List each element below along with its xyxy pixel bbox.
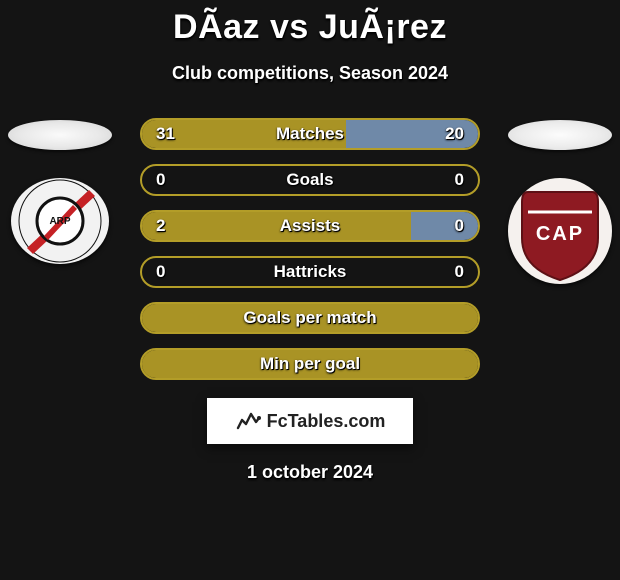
stat-row: 31 Matches 20 <box>140 118 480 150</box>
stat-label: Goals <box>286 170 333 190</box>
stat-label: Min per goal <box>260 354 360 374</box>
stat-label: Goals per match <box>243 308 376 328</box>
stat-value-left: 2 <box>156 216 165 236</box>
crest-left-text: ARP <box>49 216 70 227</box>
player-left-platform <box>8 120 112 150</box>
stat-value-left: 31 <box>156 124 175 144</box>
stat-row: 0 Hattricks 0 <box>140 256 480 288</box>
player-right-platform <box>508 120 612 150</box>
platense-icon: CAP <box>508 178 612 284</box>
stat-value-right: 0 <box>455 262 464 282</box>
brand-badge[interactable]: FcTables.com <box>207 398 413 444</box>
generated-date: 1 october 2024 <box>0 462 620 483</box>
crest-right-text: CAP <box>536 223 584 245</box>
stat-value-right: 0 <box>455 216 464 236</box>
stat-fill-left <box>142 212 411 240</box>
stat-fill-right <box>411 212 478 240</box>
comparison-card: DÃ­az vs JuÃ¡rez Club competitions, Seas… <box>0 0 620 580</box>
stat-value-right: 0 <box>455 170 464 190</box>
stat-label: Matches <box>276 124 344 144</box>
stat-value-left: 0 <box>156 170 165 190</box>
stat-label: Assists <box>280 216 340 236</box>
stat-value-left: 0 <box>156 262 165 282</box>
player-right-crest: CAP <box>508 178 612 284</box>
page-title: DÃ­az vs JuÃ¡rez <box>0 0 620 47</box>
player-right-column: CAP <box>500 120 620 284</box>
river-plate-icon: ARP <box>11 178 109 264</box>
stat-row: Min per goal <box>140 348 480 380</box>
stat-row: Goals per match <box>140 302 480 334</box>
fctables-icon <box>235 410 261 432</box>
stat-row: 2 Assists 0 <box>140 210 480 242</box>
player-left-column: ARP <box>0 120 120 264</box>
player-left-crest: ARP <box>11 178 109 264</box>
page-subtitle: Club competitions, Season 2024 <box>0 63 620 84</box>
stat-value-right: 20 <box>445 124 464 144</box>
stat-row: 0 Goals 0 <box>140 164 480 196</box>
stat-label: Hattricks <box>274 262 347 282</box>
brand-text: FcTables.com <box>267 411 386 432</box>
